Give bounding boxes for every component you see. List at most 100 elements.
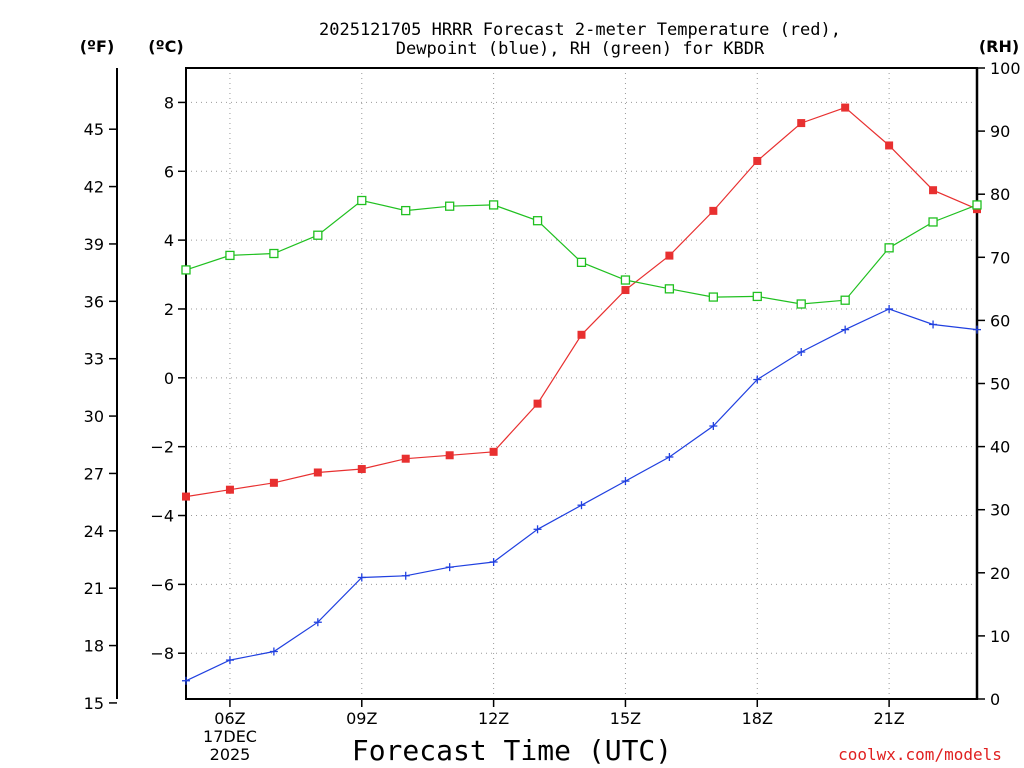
- celsius-tick-label: 2: [164, 300, 174, 319]
- rh-point: [181, 265, 191, 275]
- temperature-point: [885, 141, 894, 150]
- dewpoint-point: [973, 325, 981, 334]
- rh-tick-label: 60: [990, 311, 1010, 330]
- x-tick-label: 18Z: [742, 709, 773, 728]
- dewpoint-point: [841, 325, 850, 334]
- rh-point: [401, 205, 411, 216]
- dewpoint-point: [357, 573, 366, 582]
- x-tick-label: 09Z: [346, 709, 377, 728]
- fahrenheit-tick-label: 18: [84, 637, 104, 656]
- temperature-point: [269, 478, 278, 487]
- temperature-point: [929, 186, 938, 195]
- temperature-point: [621, 286, 630, 295]
- rh-unit-label: (RH): [979, 37, 1019, 56]
- rh-tick-label: 30: [990, 501, 1010, 520]
- rh-point: [225, 250, 235, 261]
- chart-title-line2: Dewpoint (blue), RH (green) for KBDR: [396, 39, 765, 59]
- dewpoint-point: [797, 348, 806, 357]
- celsius-tick-label: 8: [164, 93, 174, 112]
- fahrenheit-tick-label: 39: [84, 235, 104, 254]
- celsius-tick-label: 6: [164, 162, 174, 181]
- temperature-point: [489, 447, 498, 456]
- plot-frame: [185, 67, 978, 700]
- rh-point: [620, 275, 631, 285]
- rh-point: [357, 195, 367, 206]
- rh-point: [840, 295, 850, 305]
- dewpoint-point: [401, 571, 410, 580]
- fahrenheit-tick-label: 15: [84, 694, 104, 713]
- rh-point: [884, 243, 894, 253]
- celsius-tick-label: 4: [164, 231, 174, 250]
- fahrenheit-unit-label: (ºF): [80, 37, 115, 56]
- dewpoint-point: [269, 647, 278, 656]
- fahrenheit-tick-label: 30: [84, 407, 104, 426]
- celsius-tick-label: 0: [164, 369, 174, 388]
- date-label-year: 2025: [210, 745, 251, 764]
- rh-point: [269, 248, 279, 259]
- celsius-tick-label: −4: [150, 507, 174, 526]
- rh-tick-label: 0: [990, 690, 1000, 709]
- temperature-point: [577, 330, 586, 339]
- fahrenheit-tick-label: 24: [84, 522, 104, 541]
- x-tick-label: 21Z: [873, 709, 904, 728]
- fahrenheit-tick-label: 21: [84, 579, 104, 598]
- rh-point: [796, 299, 806, 309]
- rh-point: [488, 200, 499, 210]
- x-tick-label: 06Z: [214, 709, 245, 728]
- rh-tick-label: 40: [990, 438, 1010, 457]
- dewpoint-point: [709, 422, 718, 431]
- rh-tick-label: 80: [990, 185, 1010, 204]
- x-tick-label: 15Z: [610, 709, 641, 728]
- chart-title: 2025121705 HRRR Forecast 2-meter Tempera…: [319, 20, 841, 40]
- temperature-point: [225, 485, 234, 494]
- dewpoint-point: [225, 656, 234, 665]
- x-tick-label: 12Z: [478, 709, 509, 728]
- temperature-point: [533, 399, 542, 408]
- temperature-point: [797, 119, 806, 128]
- rh-tick-label: 20: [990, 564, 1010, 583]
- temperature-point: [401, 454, 410, 463]
- rh-point: [532, 216, 543, 226]
- rh-point: [972, 200, 982, 210]
- fahrenheit-tick-label: 27: [84, 464, 104, 483]
- axes: −8−6−4−202468151821242730333639424501020…: [84, 59, 1021, 728]
- celsius-tick-label: −6: [150, 575, 174, 594]
- rh-point: [928, 217, 938, 227]
- dewpoint-point: [577, 501, 586, 510]
- celsius-unit-label: (ºC): [148, 37, 183, 56]
- rh-tick-label: 10: [990, 627, 1010, 646]
- rh-point: [445, 201, 455, 211]
- temperature-point: [357, 465, 366, 474]
- temperature-point: [841, 103, 850, 112]
- rh-point: [313, 230, 323, 240]
- dewpoint-point: [929, 320, 938, 329]
- temperature-point: [313, 468, 322, 477]
- rh-tick-label: 50: [990, 375, 1010, 394]
- temperature-point: [753, 156, 762, 165]
- dewpoint-point: [533, 525, 542, 534]
- rh-point: [664, 284, 675, 294]
- fahrenheit-tick-label: 36: [84, 292, 104, 311]
- temperature-point: [665, 251, 674, 260]
- rh-point: [708, 292, 718, 302]
- temperature-point: [709, 206, 718, 215]
- dewpoint-point: [313, 618, 322, 627]
- dewpoint-point: [753, 375, 762, 384]
- grid: [186, 68, 977, 699]
- dewpoint-point: [445, 563, 454, 572]
- date-label-day: 17DEC: [203, 727, 257, 746]
- dewpoint-point: [182, 676, 190, 685]
- dewpoint-point: [489, 557, 498, 566]
- celsius-tick-label: −8: [150, 644, 174, 663]
- dewpoint-line: [185, 308, 978, 682]
- temperature-line: [185, 106, 978, 498]
- data-series: [181, 103, 982, 685]
- rh-tick-label: 100: [990, 59, 1021, 78]
- rh-point: [576, 257, 587, 267]
- x-axis-title: Forecast Time (UTC): [352, 734, 672, 767]
- dewpoint-point: [665, 452, 674, 461]
- dewpoint-point: [885, 304, 894, 313]
- rh-tick-label: 70: [990, 248, 1010, 267]
- rh-tick-label: 90: [990, 122, 1010, 141]
